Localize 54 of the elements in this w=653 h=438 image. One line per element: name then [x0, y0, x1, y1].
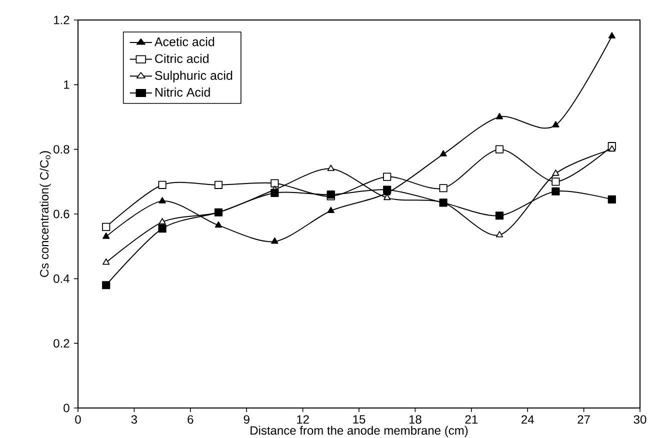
x-tick-label: 21 — [465, 415, 478, 424]
legend-label: Sulphuric acid — [155, 70, 232, 82]
point — [102, 258, 110, 265]
x-tick-label: 3 — [131, 415, 138, 424]
x-axis-title: Distance from the anode membrane (cm) — [250, 426, 468, 438]
x-tick-label: 30 — [634, 415, 646, 424]
y-tick-label: 1 — [64, 80, 70, 89]
point — [270, 188, 279, 198]
point — [270, 179, 279, 188]
legend-label: Nitric Acid — [155, 88, 210, 97]
point — [496, 112, 504, 120]
point — [440, 150, 447, 156]
point — [158, 180, 166, 189]
x-tick-label: 18 — [409, 415, 422, 424]
x-tick-label: 9 — [244, 415, 250, 424]
x-tick-label: 15 — [353, 415, 366, 424]
point — [608, 195, 616, 204]
point — [102, 232, 110, 239]
point — [158, 224, 166, 233]
point — [271, 237, 278, 244]
point — [383, 172, 392, 181]
y-tick-label: 0.6 — [54, 210, 70, 218]
point — [552, 170, 560, 176]
x-tick-label: 12 — [297, 415, 309, 424]
point — [214, 180, 223, 189]
y-tick-label: 0.4 — [54, 274, 70, 283]
point — [158, 218, 166, 224]
point — [214, 221, 222, 228]
point — [327, 206, 334, 214]
point — [552, 187, 560, 196]
legend-label: Acetic acid — [154, 37, 214, 46]
x-tick-label: 0 — [75, 415, 81, 424]
point — [439, 184, 448, 192]
point — [496, 230, 504, 238]
point — [102, 222, 110, 231]
point — [552, 178, 560, 186]
point — [495, 212, 504, 220]
point — [327, 164, 334, 171]
x-tick-label: 6 — [188, 415, 194, 424]
point — [102, 281, 110, 290]
x-tick-label: 27 — [578, 415, 590, 424]
point — [495, 145, 504, 154]
point — [608, 145, 616, 152]
point — [158, 197, 166, 204]
legend-label: Citric acid — [155, 54, 208, 64]
y-tick-label: 0.2 — [54, 339, 70, 348]
x-tick-label: 24 — [522, 415, 534, 424]
y-tick-label: 0.8 — [54, 145, 70, 154]
y-tick-label: 1.2 — [54, 16, 70, 24]
point — [383, 186, 392, 194]
point — [552, 121, 560, 128]
point — [608, 32, 616, 38]
y-axis-title: Cs concentration( C/C$_{o}$) — [40, 151, 51, 277]
y-tick-label: 0 — [64, 404, 70, 412]
